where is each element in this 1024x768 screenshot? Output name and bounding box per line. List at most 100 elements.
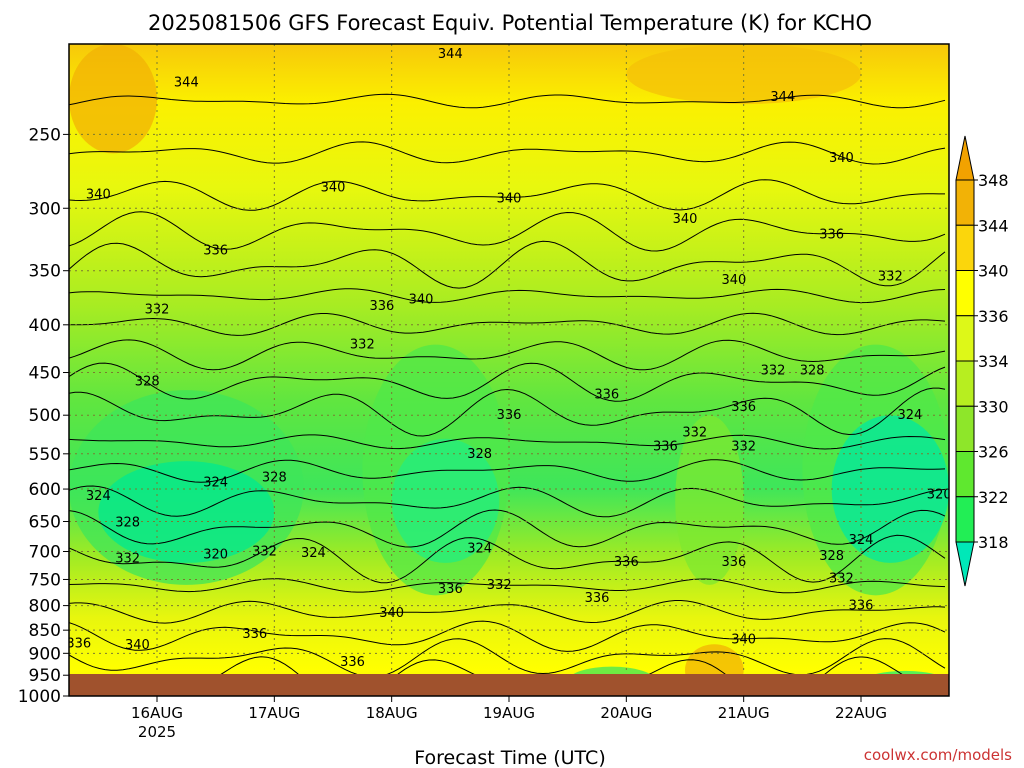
contour-lines xyxy=(69,93,946,696)
contour-label: 340 xyxy=(125,638,150,653)
contour-label: 328 xyxy=(262,470,287,485)
contour-label: 328 xyxy=(467,447,492,462)
y-tick-label: 250 xyxy=(29,125,61,145)
contour-label: 320 xyxy=(927,487,952,502)
contour-label: 336 xyxy=(614,555,639,570)
x-tick-label: 22AUG xyxy=(835,704,887,722)
contour-label: 336 xyxy=(242,627,267,642)
colorbar-segment xyxy=(955,315,975,362)
colorbar-segment xyxy=(955,270,975,317)
colorbar-label: 322 xyxy=(978,488,1009,507)
contour-label: 320 xyxy=(203,547,228,562)
y-tick-label: 650 xyxy=(29,512,61,532)
chart-title: 2025081506 GFS Forecast Equiv. Potential… xyxy=(148,11,872,35)
y-tick-label: 750 xyxy=(29,570,61,590)
x-tick-label: 19AUG xyxy=(483,704,535,722)
contour-line xyxy=(69,620,946,652)
colorbar-label: 334 xyxy=(978,352,1009,371)
contour-label: 336 xyxy=(594,387,619,402)
contour-label: 344 xyxy=(770,90,795,105)
x-tick-label: 18AUG xyxy=(366,704,418,722)
y-tick-label: 950 xyxy=(29,666,61,686)
contour-label: 340 xyxy=(379,606,404,621)
contour-label: 336 xyxy=(819,227,844,242)
contour-line xyxy=(69,578,946,594)
contour-line xyxy=(69,600,946,624)
y-tick-label: 300 xyxy=(29,199,61,219)
contour-label: 332 xyxy=(145,302,170,317)
x-tick-label: 20AUG xyxy=(600,704,652,722)
contour-label: 332 xyxy=(487,578,512,593)
contour-label: 324 xyxy=(203,475,228,490)
x-tick-sublabel: 2025 xyxy=(138,723,176,741)
colorbar-segment xyxy=(955,451,975,498)
y-tick-label: 400 xyxy=(29,316,61,336)
colorbar-label: 330 xyxy=(978,397,1009,416)
contour-label: 344 xyxy=(174,76,199,91)
colorbar: 348 344 340 336 334 330 326 322 318 xyxy=(955,135,1009,587)
contour-label: 336 xyxy=(438,582,463,597)
ground-surface xyxy=(69,674,949,696)
contour-label: 336 xyxy=(585,591,610,606)
contour-label: 332 xyxy=(115,551,140,566)
colorbar-segment xyxy=(955,405,975,452)
y-tick-label: 900 xyxy=(29,644,61,664)
colorbar-low-arrow xyxy=(955,541,975,587)
colorbar-label: 326 xyxy=(978,443,1009,462)
contour-label: 340 xyxy=(731,633,756,648)
contour-line xyxy=(69,312,946,336)
contour-label: 332 xyxy=(682,426,707,441)
contour-label: 336 xyxy=(203,244,228,259)
contour-label: 336 xyxy=(66,636,91,651)
contour-labels: 344 344 344 340 340 340 340 340 340 340 336 336 336 3… xyxy=(66,47,952,670)
contour-label: 332 xyxy=(350,338,375,353)
contour-label: 332 xyxy=(829,571,854,586)
contour-line xyxy=(69,93,946,109)
contour-label: 340 xyxy=(409,293,434,308)
contour-label: 328 xyxy=(115,516,140,531)
contour-label: 340 xyxy=(86,188,111,203)
colorbar-label: 348 xyxy=(978,171,1009,190)
contour-line xyxy=(69,362,946,402)
y-tick-label: 600 xyxy=(29,480,61,500)
contour-label: 324 xyxy=(897,408,922,423)
colorbar-label: 340 xyxy=(978,262,1009,281)
x-axis-label: Forecast Time (UTC) xyxy=(414,747,605,768)
contour-label: 336 xyxy=(731,400,756,415)
contour-label: 336 xyxy=(369,299,394,314)
contour-label: 340 xyxy=(497,192,522,207)
colorbar-segment xyxy=(955,179,975,226)
contour-label: 328 xyxy=(135,374,160,389)
contour-label: 336 xyxy=(653,439,678,454)
contour-line xyxy=(69,240,946,289)
field-region xyxy=(98,461,275,563)
x-tick-label: 16AUG xyxy=(131,704,183,722)
contour-label: 324 xyxy=(849,533,874,548)
contour-label: 344 xyxy=(438,47,463,62)
y-tick-label: 450 xyxy=(29,364,61,384)
colorbar-high-arrow xyxy=(955,135,975,181)
contour-label: 340 xyxy=(829,151,854,166)
y-tick-label: 500 xyxy=(29,406,61,426)
contour-label: 340 xyxy=(673,212,698,227)
contour-line xyxy=(69,434,946,450)
contour-label: 332 xyxy=(252,545,277,560)
contour-line xyxy=(69,459,946,483)
colorbar-segment xyxy=(955,224,975,271)
colorbar-label: 336 xyxy=(978,307,1009,326)
x-tick-label: 21AUG xyxy=(718,704,770,722)
contour-line xyxy=(69,211,946,252)
contour-line xyxy=(69,141,946,165)
colorbar-segment xyxy=(955,496,975,543)
contour-label: 336 xyxy=(849,599,874,614)
contour-label: 336 xyxy=(340,655,365,670)
contour-label: 324 xyxy=(467,542,492,557)
contour-label: 324 xyxy=(301,546,326,561)
contour-label: 332 xyxy=(878,269,903,284)
contour-label: 328 xyxy=(819,549,844,564)
field-region xyxy=(69,44,157,154)
y-tick-label: 700 xyxy=(29,543,61,563)
x-tick-label: 17AUG xyxy=(248,704,300,722)
